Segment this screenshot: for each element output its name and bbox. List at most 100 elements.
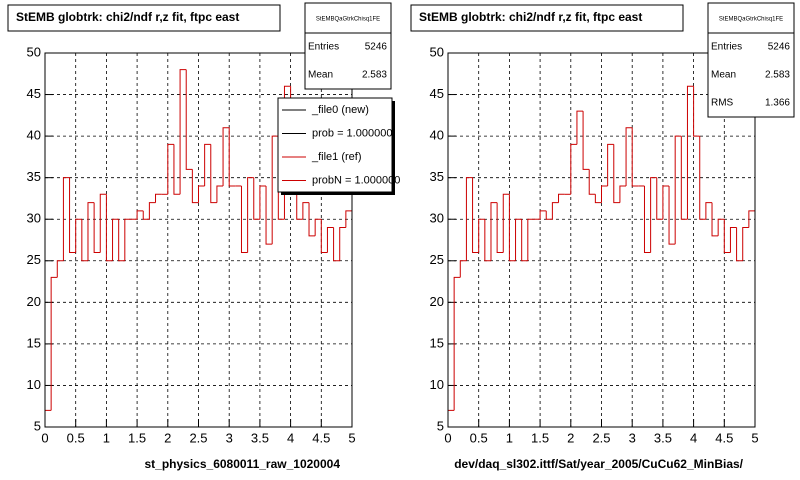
- histogram-bin: [748, 210, 755, 228]
- x-tick-label: 2.5: [189, 430, 207, 445]
- histogram-bin: [502, 193, 510, 253]
- plot-frame-border: [44, 52, 353, 428]
- histogram-bin: [601, 185, 608, 203]
- title-box: [7, 4, 281, 32]
- histogram-bin: [662, 185, 670, 220]
- histogram-bin: [643, 185, 651, 253]
- histogram-bin: [136, 210, 144, 220]
- x-tick-label: 4.5: [312, 430, 330, 445]
- x-tick-label: 2: [567, 430, 574, 445]
- y-tick-label: 30: [430, 211, 444, 226]
- y-tick-label: 45: [430, 86, 444, 101]
- y-tick-label: 15: [27, 335, 41, 350]
- histogram-bin: [210, 144, 217, 204]
- stats-label: Entries: [711, 42, 742, 53]
- x-tick-label: 1.5: [531, 430, 549, 445]
- histogram-bin: [453, 276, 461, 411]
- histogram-bin: [216, 185, 224, 203]
- histogram-bin: [742, 227, 749, 261]
- stats-value: 5246: [768, 42, 791, 53]
- stats-value: 5246: [365, 42, 388, 53]
- histogram-bin: [723, 219, 731, 253]
- histogram-bin: [650, 177, 657, 253]
- histogram-bin: [173, 144, 181, 195]
- histogram-bin: [521, 219, 528, 262]
- y-tick-label: 15: [430, 335, 444, 350]
- histogram-bin: [179, 69, 187, 195]
- chart-title: StEMB globtrk: chi2/ndf r,z fit, ftpc ea…: [419, 10, 642, 24]
- title-box: [410, 4, 684, 32]
- stats-box: [304, 2, 392, 90]
- x-tick-label: 3: [629, 430, 636, 445]
- stats-name: StEMBQaGtrkChisq1FE: [316, 17, 380, 23]
- stats-value: 2.583: [362, 70, 387, 81]
- histogram-bin: [228, 127, 236, 187]
- histogram-bin: [594, 194, 602, 204]
- legend-label: probN = 1.000000: [312, 174, 400, 186]
- histogram-bin: [339, 227, 346, 261]
- histogram-bin: [465, 177, 473, 261]
- histogram-bin: [198, 185, 205, 203]
- histogram-bin: [582, 111, 590, 170]
- y-tick-label: 50: [27, 44, 41, 59]
- x-tick-label: 1: [103, 430, 110, 445]
- y-tick-label: 25: [27, 252, 41, 267]
- histogram-bin: [302, 202, 310, 220]
- chart-title: StEMB globtrk: chi2/ndf r,z fit, ftpc ea…: [16, 10, 239, 24]
- histogram-bin: [167, 143, 174, 195]
- stats-label: Mean: [711, 70, 736, 81]
- histogram-bin: [656, 177, 663, 220]
- x-tick-label: 3.5: [251, 430, 269, 445]
- x-tick-label: 1: [506, 430, 513, 445]
- histogram-bin: [314, 218, 322, 236]
- histogram-bin: [222, 127, 230, 186]
- histogram-bin: [472, 177, 479, 253]
- histogram-bin: [81, 219, 88, 262]
- histogram-bin: [259, 185, 267, 220]
- histogram-bin: [75, 218, 82, 253]
- histogram-bin: [253, 177, 260, 220]
- histogram-bin: [558, 193, 565, 203]
- histogram-bin: [729, 227, 737, 253]
- stats-label: Mean: [308, 70, 333, 81]
- y-tick-label: 35: [430, 169, 444, 184]
- histogram-bin: [247, 177, 254, 253]
- histogram-bin: [607, 143, 614, 186]
- histogram-bin: [680, 136, 688, 220]
- legend-label: prob = 1.000000: [312, 127, 392, 139]
- x-tick-label: 0.5: [67, 430, 85, 445]
- histogram-bin: [124, 218, 131, 261]
- histogram-bin: [705, 202, 713, 220]
- y-tick-label: 50: [430, 44, 444, 59]
- stats-box: [707, 2, 795, 118]
- y-tick-label: 10: [27, 377, 41, 392]
- legend-box: [277, 97, 393, 193]
- x-tick-label: 5: [348, 430, 355, 445]
- x-tick-label: 0: [444, 430, 451, 445]
- histogram-bin: [56, 260, 64, 278]
- histogram-bin: [588, 169, 596, 195]
- histogram-bin: [345, 210, 352, 228]
- histogram-bin: [478, 218, 485, 253]
- histogram-bin: [142, 210, 150, 220]
- histogram-bin: [496, 202, 504, 253]
- histogram-bin: [570, 143, 577, 195]
- stats-value: 2.583: [765, 70, 790, 81]
- stats-name: StEMBQaGtrkChisq1FE: [719, 17, 783, 23]
- histogram-bin: [62, 177, 70, 261]
- y-tick-label: 10: [430, 377, 444, 392]
- x-tick-label: 0: [41, 430, 48, 445]
- y-tick-label: 45: [27, 86, 41, 101]
- histogram-bin: [717, 218, 725, 236]
- legend-label: _file0 (new): [311, 104, 369, 116]
- histogram-bin: [155, 193, 162, 203]
- histogram-bin: [545, 210, 553, 220]
- histogram-bin: [711, 202, 719, 237]
- y-tick-label: 40: [430, 128, 444, 143]
- histogram-bin: [527, 218, 534, 261]
- x-tick-label: 5: [751, 430, 758, 445]
- histogram-bin: [631, 127, 639, 187]
- histogram-bin: [326, 227, 334, 253]
- histogram-bin: [87, 202, 95, 261]
